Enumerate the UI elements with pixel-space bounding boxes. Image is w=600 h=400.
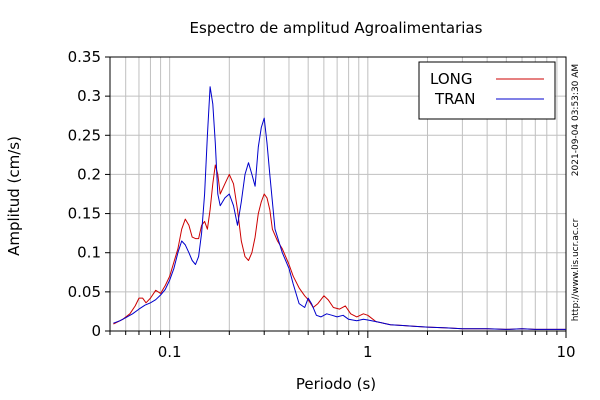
legend-box bbox=[418, 61, 556, 120]
series-line-long bbox=[113, 164, 566, 330]
x-tick-label: 1 bbox=[363, 343, 373, 361]
y-tick-label: 0.35 bbox=[68, 48, 101, 66]
series-lines bbox=[113, 86, 566, 330]
legend-label-tran: TRAN bbox=[434, 90, 475, 108]
chart-title: Espectro de amplitud Agroalimentarias bbox=[190, 19, 483, 37]
legend: LONG TRAN bbox=[418, 61, 556, 120]
source-url-label: http://www.lis.ucr.ac.cr bbox=[571, 218, 581, 321]
y-tick-label: 0.25 bbox=[68, 126, 101, 144]
y-tick-label: 0.1 bbox=[77, 244, 101, 262]
y-tick-label: 0.2 bbox=[77, 165, 101, 183]
y-axis-label: Amplitud (cm/s) bbox=[5, 136, 23, 256]
y-tick-label: 0.15 bbox=[68, 205, 101, 223]
y-tick-label: 0.05 bbox=[68, 283, 101, 301]
plot-frame bbox=[109, 56, 567, 332]
y-tick-label: 0 bbox=[91, 322, 101, 340]
y-tick-label: 0.3 bbox=[77, 87, 101, 105]
legend-label-long: LONG bbox=[430, 70, 472, 88]
x-axis-label: Periodo (s) bbox=[296, 375, 376, 393]
x-tick-label: 10 bbox=[556, 343, 575, 361]
axis-ticks: 0 0.05 0.1 0.15 0.2 0.25 0.3 0.35 0.1 1 10 bbox=[68, 48, 576, 361]
timestamp-label: 2021-09-04 03:53:30 AM bbox=[571, 64, 581, 176]
x-tick-label: 0.1 bbox=[158, 343, 182, 361]
series-line-tran bbox=[113, 86, 566, 330]
